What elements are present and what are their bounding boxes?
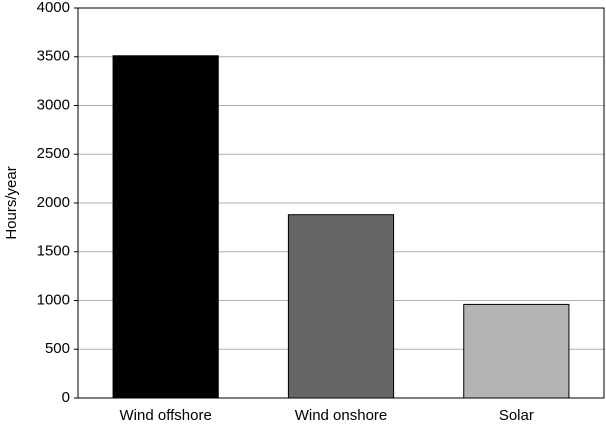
y-tick-label: 4000	[37, 0, 70, 16]
y-tick-label: 2500	[37, 145, 70, 162]
plot-frame	[77, 7, 605, 399]
bar	[112, 55, 219, 399]
bar	[463, 303, 570, 399]
y-tick-label: 3000	[37, 96, 70, 113]
y-axis-label: Hours/year	[3, 166, 20, 239]
y-tick-label: 0	[62, 389, 70, 406]
x-tick-label: Wind onshore	[295, 407, 388, 424]
y-tick-label: 500	[45, 340, 70, 357]
y-tick-label: 3500	[37, 48, 70, 65]
bar	[287, 214, 395, 399]
x-tick-label: Solar	[499, 407, 534, 424]
y-tick-label: 2000	[37, 194, 70, 211]
y-tick-label: 1000	[37, 291, 70, 308]
x-tick-label: Wind offshore	[120, 407, 212, 424]
y-tick-label: 1500	[37, 243, 70, 260]
